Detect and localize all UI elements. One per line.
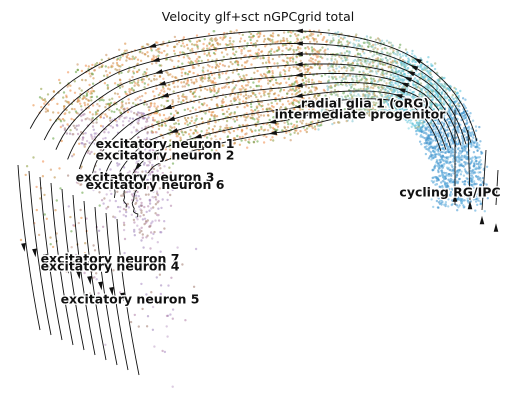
stream-arrowhead [294, 93, 303, 98]
velocity-streamline [67, 63, 462, 160]
stream-arrowhead [154, 69, 163, 74]
stream-arrowhead [294, 72, 303, 78]
velocity-streamline [113, 98, 442, 198]
chart-title: Velocity glf+sct nGPCgrid total [162, 9, 354, 24]
stream-arrowhead [151, 57, 160, 62]
velocity-streamline [43, 43, 472, 143]
cluster-label: excitatory neuron 3 [76, 170, 215, 185]
stream-arrowhead [140, 174, 147, 184]
velocity-streamline [39, 176, 63, 341]
velocity-streamline [50, 182, 74, 346]
stream-arrowhead [54, 259, 59, 269]
cluster-label: excitatory neuron 1 [96, 136, 235, 151]
stream-arrowhead [294, 82, 303, 88]
velocity-streamline [61, 188, 85, 351]
stream-arrowhead [98, 281, 103, 291]
stream-arrowhead [120, 292, 125, 302]
cluster-labels: radial glia 1 (oRG)intermediate progenit… [39, 94, 502, 308]
stream-arrowhead [43, 254, 48, 263]
velocity-streamline [55, 53, 467, 150]
stream-arrowhead [294, 41, 303, 46]
velocity-streamline [131, 118, 335, 218]
stream-arrowhead [160, 92, 170, 98]
stream-arrowhead [294, 103, 303, 109]
stream-arrowhead [166, 116, 176, 122]
stream-arrowhead [294, 62, 303, 67]
cluster-label: excitatory neuron 4 [41, 258, 180, 273]
stream-arrowhead [87, 276, 92, 285]
cluster-label: excitatory neuron 5 [61, 292, 200, 307]
stream-arrowhead [406, 70, 416, 77]
velocity-streamline [29, 30, 478, 142]
velocity-streamlines [17, 28, 499, 376]
velocity-streamline [481, 149, 487, 211]
stream-arrowhead [134, 162, 142, 171]
stream-arrowhead [413, 57, 422, 64]
velocity-streamline [17, 164, 41, 331]
stream-arrowhead [479, 215, 485, 225]
stream-arrowhead [390, 99, 400, 105]
stream-arrowhead [76, 270, 81, 280]
velocity-streamline [94, 206, 118, 366]
stream-arrowhead [267, 119, 277, 124]
cluster-label: radial glia 1 (oRG) [301, 96, 429, 111]
stream-arrowhead [394, 94, 403, 99]
stream-arrowhead [163, 104, 173, 110]
stream-arrowhead [195, 145, 205, 150]
cell-point-group [67, 99, 198, 354]
stream-arrowhead [294, 28, 303, 34]
stream-arrowhead [397, 88, 406, 94]
stream-arrowhead [403, 76, 413, 82]
velocity-streamline [102, 90, 447, 189]
stream-arrowhead [193, 133, 202, 139]
velocity-streamline [28, 170, 52, 336]
stream-arrowhead [467, 200, 473, 210]
cell-point-group [19, 30, 323, 264]
stream-arrowhead [65, 265, 70, 274]
velocity-streamline [78, 72, 457, 170]
velocity-streamline [90, 82, 452, 179]
cluster-label: excitatory neuron 2 [96, 147, 235, 162]
cluster-label: excitatory neuron 7 [41, 251, 180, 266]
velocity-streamline [116, 218, 140, 376]
stream-arrowhead [21, 243, 26, 252]
stream-arrowhead [493, 223, 499, 232]
stream-arrowhead [147, 43, 157, 48]
stream-arrowhead [409, 64, 419, 71]
cluster-label: intermediate progenitor [275, 107, 447, 122]
velocity-streamline [105, 212, 129, 371]
stream-arrowhead [169, 128, 179, 133]
stream-arrowhead [109, 287, 114, 296]
stream-arrowhead [157, 80, 167, 86]
velocity-streamline [123, 109, 336, 208]
stream-arrowhead [452, 193, 458, 202]
velocity-streamline [467, 129, 471, 201]
stream-arrowhead [400, 82, 409, 88]
velocity-streamline [495, 169, 499, 206]
stream-arrowhead [268, 130, 278, 135]
cluster-label: excitatory neuron 6 [86, 177, 225, 192]
cluster-label: cycling RG/IPC [399, 184, 500, 199]
cell-point-group [65, 112, 95, 280]
velocity-streamline [83, 200, 107, 361]
stream-arrowhead [32, 248, 37, 258]
velocity-streamline [72, 194, 96, 356]
stream-arrowhead [294, 51, 303, 57]
